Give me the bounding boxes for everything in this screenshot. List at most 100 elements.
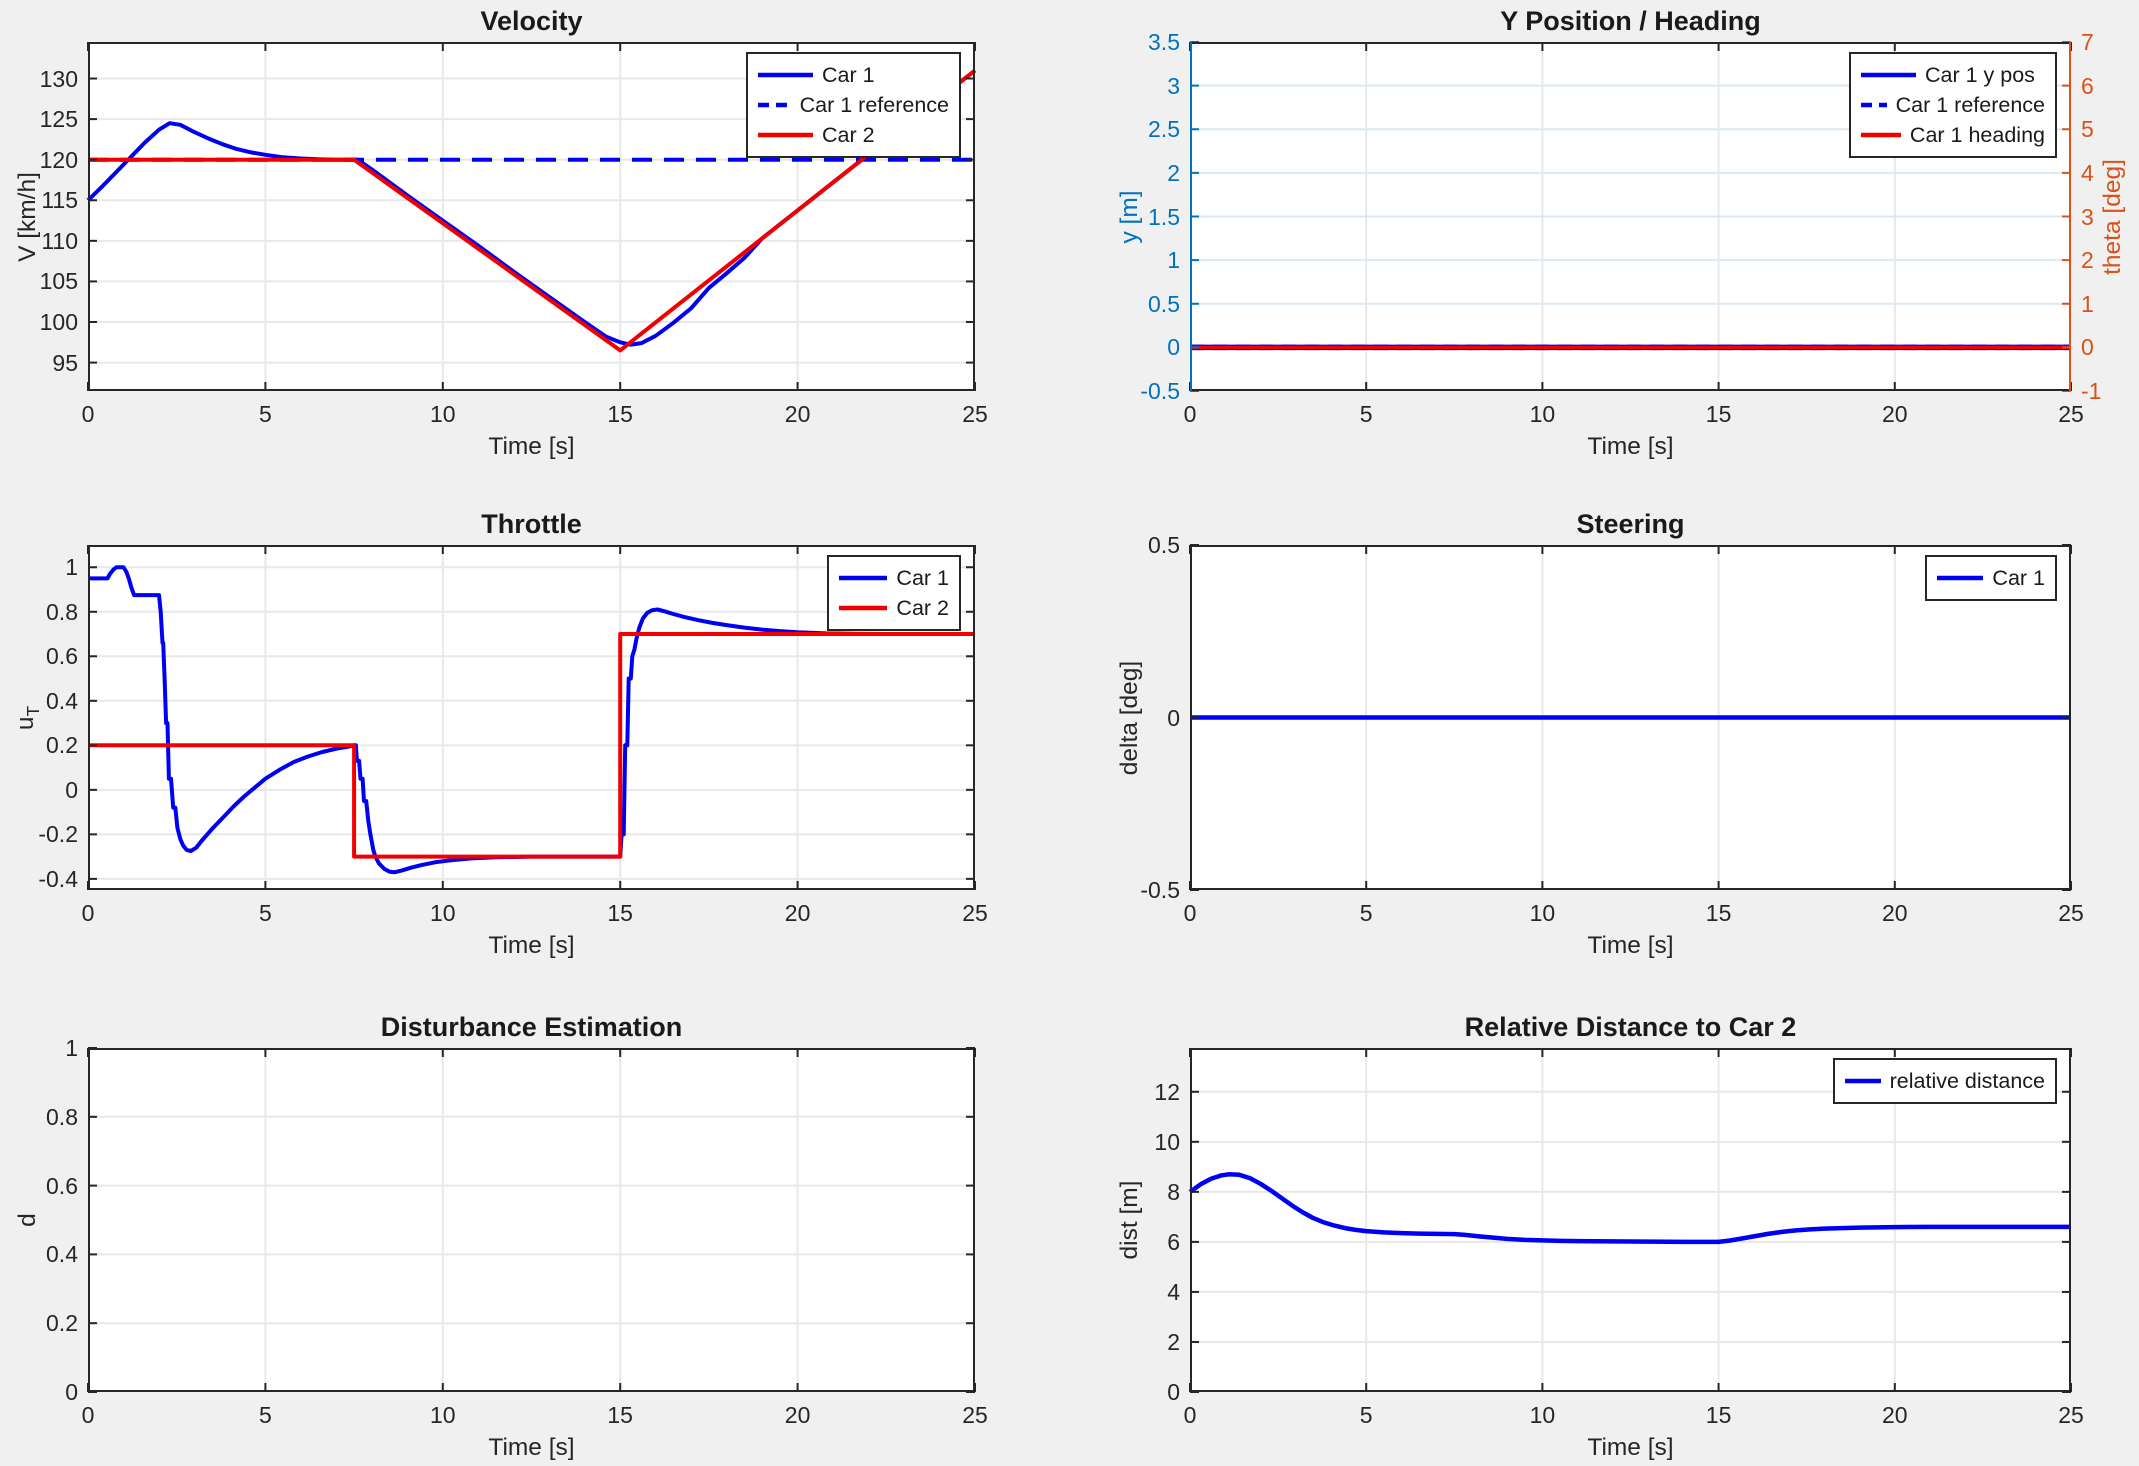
line-sample-icon: [1861, 72, 1916, 78]
x-tick-label: 0: [1183, 401, 1197, 427]
y-tick-label: 0: [65, 776, 78, 803]
legend-entry-label: Car 1: [896, 565, 949, 590]
y-tick-label-right: 6: [2081, 72, 2094, 99]
y-tick-label: 0.5: [1148, 532, 1180, 558]
y-tick-label: 4: [1167, 1278, 1180, 1305]
chart-title: Disturbance Estimation: [380, 1012, 683, 1042]
x-tick-label: 0: [1183, 1402, 1197, 1428]
y-tick-label: 8: [1167, 1178, 1180, 1205]
y-tick-label: 0.6: [46, 1172, 78, 1199]
y-tick-label: 1: [65, 1035, 78, 1061]
x-tick-label: 25: [962, 401, 988, 427]
x-tick-label: 20: [784, 1402, 811, 1428]
x-axis-label: Time [s]: [488, 1434, 575, 1461]
chart-title: Y Position / Heading: [1500, 6, 1761, 36]
x-axis-label: Time [s]: [1587, 433, 1674, 460]
legend: Car 1 Car 1 reference Car 2: [746, 52, 961, 158]
y-tick-label: 0.6: [46, 643, 78, 670]
x-tick-label: 10: [1529, 900, 1556, 926]
x-tick-label: 5: [1359, 900, 1373, 926]
axes-background: [1190, 1048, 2071, 1392]
legend-entry-label: Car 1 reference: [799, 92, 949, 117]
y-tick-label: 2: [1167, 159, 1180, 186]
axes-background: [88, 1048, 975, 1392]
y-tick-label: 1.5: [1148, 203, 1180, 230]
y-tick-label: -0.2: [38, 821, 78, 848]
legend-entry-label: Car 1: [822, 62, 875, 87]
axes-border: [1190, 545, 2071, 890]
legend-entry-label: relative distance: [1889, 1068, 2045, 1093]
legend: Car 1 Car 2: [827, 555, 961, 631]
y-tick-label: 105: [39, 268, 78, 295]
x-axis-label: Time [s]: [1587, 932, 1674, 959]
series-car-1: [86, 68, 977, 347]
x-tick-label: 25: [962, 900, 988, 926]
x-tick-label: 25: [2058, 401, 2084, 427]
line-sample-icon: [839, 605, 888, 611]
y-tick-label: 0.5: [1148, 290, 1180, 317]
line-sample-icon: [758, 72, 813, 78]
y-tick-label-right: 2: [2081, 247, 2094, 274]
y-tick-label: 0: [1167, 704, 1180, 731]
legend-entry: Car 1 heading: [1851, 120, 2055, 150]
axes-border: [88, 42, 975, 391]
dashed-line-sample-icon: [1861, 102, 1887, 108]
series-relative-distance: [1188, 1172, 2071, 1245]
line-sample-icon: [839, 575, 888, 581]
x-tick-label: 15: [1705, 401, 1732, 427]
y-tick-label-right: 0: [2081, 334, 2094, 361]
y-tick-label: 1: [1167, 247, 1180, 274]
y-tick-label: 0.8: [46, 598, 78, 625]
y-tick-label: 0.8: [46, 1103, 78, 1130]
y-tick-label: -0.5: [1140, 877, 1180, 903]
legend-entry-label: Car 2: [822, 122, 875, 147]
y-tick-label: 12: [1154, 1078, 1180, 1105]
legend: Car 1: [1925, 555, 2057, 601]
chart-title: Steering: [1576, 509, 1685, 539]
x-tick-label: 10: [1529, 1402, 1556, 1428]
y-tick-label-right: 3: [2081, 203, 2094, 230]
x-tick-label: 10: [430, 1402, 456, 1428]
y-tick-label: 3: [1167, 72, 1180, 99]
x-tick-label: 0: [81, 1402, 95, 1428]
y-tick-label: 0.4: [46, 1241, 78, 1268]
y-tick-label: 10: [1154, 1128, 1180, 1155]
x-tick-label: 10: [430, 900, 456, 926]
y-tick-label-right: 4: [2081, 159, 2094, 186]
y-tick-label: 3.5: [1148, 29, 1180, 55]
legend-entry-label: Car 1: [1992, 565, 2045, 590]
y-tick-label: 0.4: [46, 687, 78, 714]
x-tick-label: 5: [258, 401, 272, 427]
series-car-2: [88, 632, 975, 859]
legend-entry: Car 1: [829, 563, 959, 593]
legend-entry: Car 2: [829, 593, 959, 623]
y-tick-label: 125: [39, 106, 78, 133]
x-tick-label: 15: [1705, 1402, 1732, 1428]
y-tick-label-right: -1: [2081, 378, 2102, 404]
plot-area-disturbance-estimation: [87, 1047, 976, 1393]
legend-entry-label: Car 1 heading: [1909, 122, 2045, 147]
legend-entry-label: Car 1 y pos: [1925, 62, 2035, 87]
y-tick-label: 2: [1167, 1328, 1180, 1355]
x-tick-label: 15: [607, 900, 633, 926]
y-tick-label-right: 7: [2081, 29, 2094, 55]
line-sample-icon: [1937, 575, 1984, 581]
x-tick-label: 20: [1882, 401, 1908, 427]
legend-entry-label: Car 1 reference: [1895, 92, 2045, 117]
legend-entry: Car 1 y pos: [1851, 60, 2055, 90]
y-tick-label: 0: [65, 1379, 78, 1405]
y-tick-label: 1: [65, 554, 78, 581]
y-tick-label: 0.2: [46, 1310, 78, 1337]
x-tick-label: 20: [1882, 900, 1908, 926]
y-tick-label: 130: [39, 65, 78, 92]
x-tick-label: 0: [1183, 900, 1197, 926]
legend-entry: Car 1 reference: [748, 90, 959, 120]
plot-area-relative-distance: [1188, 1048, 2072, 1393]
y-tick-label: 110: [41, 227, 78, 254]
